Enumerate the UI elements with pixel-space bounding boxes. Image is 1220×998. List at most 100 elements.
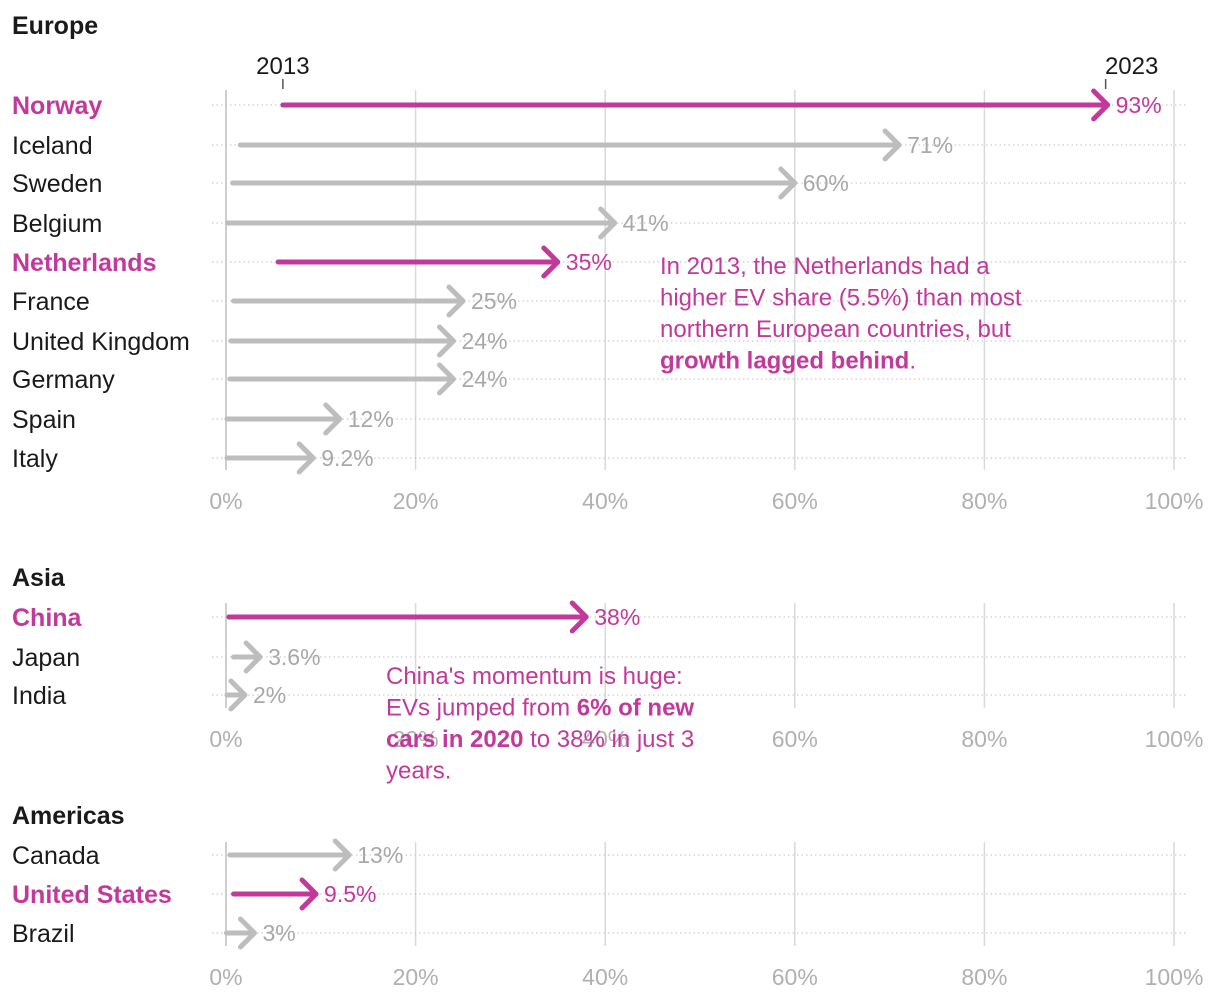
panel-asia: Asia 0% 20% 40% 60% 80% 100% China 38% Japan 3.6% I… — [12, 564, 1203, 752]
annotation-segment: . — [909, 348, 916, 375]
annotation-line: EVs jumped from 6% of new — [386, 695, 694, 722]
row-italy: Italy 9.2% — [12, 441, 1186, 475]
annotation-line: China's momentum is huge: — [386, 663, 683, 690]
country-label: Japan — [12, 644, 80, 672]
country-label: France — [12, 288, 90, 316]
x-tick-label: 40% — [582, 964, 628, 990]
start-year-label: 2013 — [256, 53, 309, 80]
arrow-head — [598, 206, 618, 240]
value-label: 3.6% — [268, 644, 320, 670]
x-tick-label: 60% — [772, 488, 818, 514]
arrow-head — [296, 441, 316, 475]
row-france: France 25% — [12, 284, 1186, 318]
annotation-line: growth lagged behind. — [660, 348, 916, 375]
arrow-head — [332, 838, 352, 872]
value-label: 9.5% — [324, 881, 376, 907]
row-norway: Norway 93% 2013 2023 — [12, 53, 1186, 122]
country-label: Netherlands — [12, 249, 156, 277]
value-label: 38% — [594, 604, 640, 630]
annotation-asia: China's momentum is huge: EVs jumped from… — [386, 663, 694, 785]
value-label: 93% — [1116, 92, 1162, 118]
arrow-head — [299, 877, 319, 911]
value-label: 24% — [462, 328, 508, 354]
country-label: Sweden — [12, 170, 102, 198]
row-germany: Germany 24% — [12, 362, 1186, 396]
row-brazil: Brazil 3% — [12, 916, 1186, 950]
value-label: 60% — [803, 170, 849, 196]
x-tick-label: 100% — [1145, 964, 1204, 990]
annotation-segment: EVs jumped from — [386, 695, 577, 722]
country-label: Belgium — [12, 210, 102, 238]
row-netherlands: Netherlands 35% — [12, 245, 1186, 279]
row-united-kingdom: United Kingdom 24% — [12, 324, 1186, 358]
value-label: 3% — [262, 920, 295, 946]
country-label: United States — [12, 881, 172, 909]
annotation-segment: cars in 2020 — [386, 726, 523, 753]
country-label: Spain — [12, 406, 76, 434]
annotation-line: northern European countries, but — [660, 316, 1011, 343]
value-label: 9.2% — [321, 445, 373, 471]
country-label: Norway — [12, 92, 102, 120]
country-label: United Kingdom — [12, 328, 190, 356]
panel-americas: Americas 0% 20% 40% 60% 80% 100% Canada 13% Unite… — [12, 802, 1203, 990]
row-united-states: United States 9.5% — [12, 877, 1186, 911]
country-label: China — [12, 604, 83, 632]
row-canada: Canada 13% — [12, 838, 1186, 872]
x-tick-label: 0% — [209, 726, 242, 752]
row-sweden: Sweden 60% — [12, 166, 1186, 200]
country-label: Brazil — [12, 920, 75, 948]
annotation-line: cars in 2020 to 38% in just 3 — [386, 726, 694, 753]
annotation-segment: northern European countries, but — [660, 316, 1011, 343]
x-tick-label: 80% — [961, 488, 1007, 514]
row-china: China 38% — [12, 600, 1186, 634]
arrow-head — [569, 600, 589, 634]
country-label: Italy — [12, 445, 58, 473]
x-tick-label: 40% — [582, 488, 628, 514]
arrow-head — [228, 678, 248, 712]
value-label: 13% — [357, 842, 403, 868]
value-label: 71% — [907, 132, 953, 158]
arrow-head — [243, 640, 263, 674]
annotation-line: higher EV share (5.5%) than most — [660, 285, 1022, 312]
row-japan: Japan 3.6% — [12, 640, 1186, 674]
value-label: 24% — [462, 366, 508, 392]
annotation-segment: In 2013, the Netherlands had a — [660, 253, 990, 280]
x-tick-label: 60% — [772, 964, 818, 990]
country-label: Iceland — [12, 132, 93, 160]
x-tick-label: 100% — [1145, 726, 1204, 752]
annotation-europe: In 2013, the Netherlands had a higher EV … — [660, 253, 1022, 375]
arrow-head — [437, 362, 457, 396]
arrow-head — [778, 166, 798, 200]
x-tick-label: 60% — [772, 726, 818, 752]
row-belgium: Belgium 41% — [12, 206, 1186, 240]
annotation-segment: China's momentum is huge: — [386, 663, 683, 690]
annotation-segment: 6% of new — [577, 695, 695, 722]
panel-title: Asia — [12, 564, 66, 592]
country-label: India — [12, 682, 66, 710]
x-tick-label: 80% — [961, 726, 1007, 752]
value-label: 25% — [471, 288, 517, 314]
value-label: 41% — [623, 210, 669, 236]
panel-title: Americas — [12, 802, 125, 830]
x-tick-label: 0% — [209, 964, 242, 990]
panel-europe: Europe 0% 20% 40% 60% 80% 100% Norway 93% 2013 202… — [12, 12, 1203, 514]
value-label: 35% — [566, 249, 612, 275]
end-year-label: 2023 — [1105, 53, 1158, 80]
country-label: Canada — [12, 842, 100, 870]
x-tick-label: 20% — [393, 964, 439, 990]
value-label: 2% — [253, 682, 286, 708]
x-tick-label: 40% — [582, 726, 628, 752]
annotation-segment: growth lagged behind — [660, 348, 909, 375]
row-iceland: Iceland 71% — [12, 128, 1186, 162]
x-tick-label: 20% — [393, 726, 439, 752]
arrow-head — [882, 128, 902, 162]
annotation-line: years. — [386, 758, 451, 785]
arrow-head — [541, 245, 561, 279]
country-label: Germany — [12, 366, 115, 394]
x-tick-label: 20% — [393, 488, 439, 514]
arrow-head — [437, 324, 457, 358]
annotation-line: In 2013, the Netherlands had a — [660, 253, 990, 280]
annotation-segment: years. — [386, 758, 451, 785]
arrow-head — [446, 284, 466, 318]
panel-title: Europe — [12, 12, 98, 40]
